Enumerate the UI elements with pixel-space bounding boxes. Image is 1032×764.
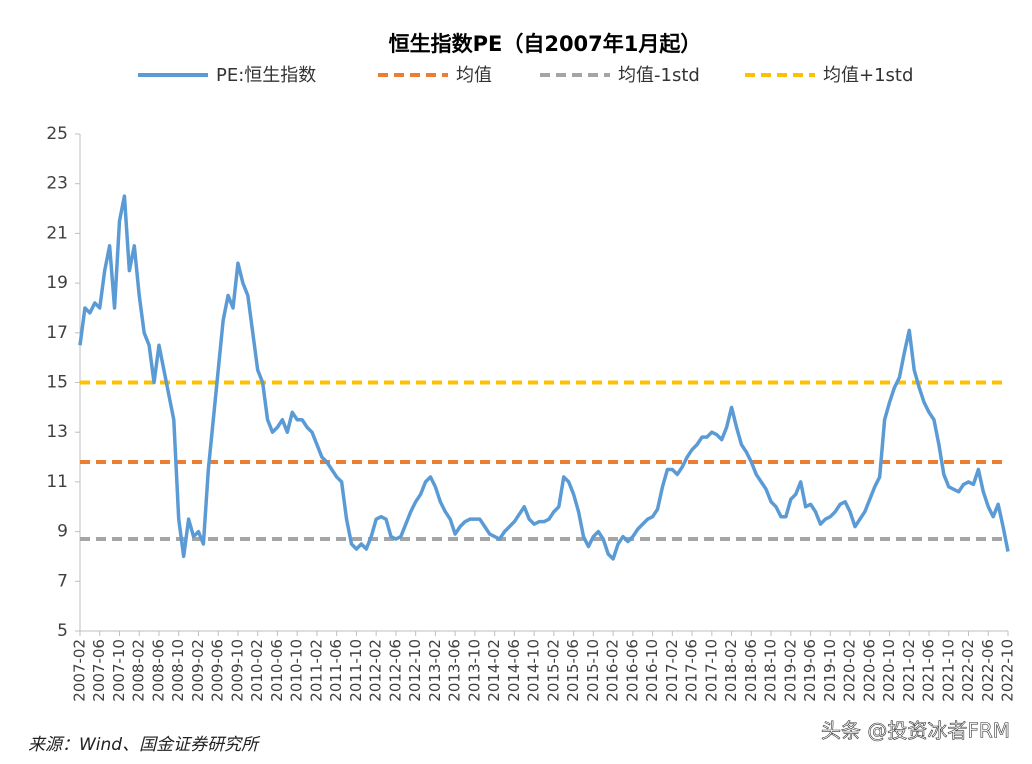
x-tick-label: 2015-10 <box>584 639 602 702</box>
x-tick-label: 2013-02 <box>426 639 444 702</box>
x-tick-label: 2021-02 <box>900 639 918 702</box>
x-tick-label: 2020-10 <box>880 639 898 702</box>
x-tick-label: 2010-06 <box>268 639 286 702</box>
source-note: 来源：Wind、国金证券研究所 <box>28 735 261 755</box>
x-tick-label: 2010-02 <box>248 639 266 702</box>
x-tick-label: 2019-10 <box>821 639 839 702</box>
x-tick-label: 2007-02 <box>71 639 89 702</box>
x-tick-label: 2011-02 <box>307 639 325 702</box>
x-tick-label: 2018-02 <box>722 639 740 702</box>
x-tick-label: 2009-10 <box>228 639 246 702</box>
x-tick-label: 2008-02 <box>130 639 148 702</box>
x-tick-label: 2021-10 <box>939 639 957 702</box>
x-tick-label: 2018-06 <box>742 639 760 702</box>
x-tick-label: 2014-10 <box>525 639 543 702</box>
x-tick-label: 2022-10 <box>999 639 1017 702</box>
x-tick-label: 2020-06 <box>860 639 878 702</box>
y-tick-label: 23 <box>46 174 68 194</box>
y-tick-label: 25 <box>46 124 68 144</box>
x-tick-label: 2015-06 <box>564 639 582 702</box>
x-tick-label: 2009-06 <box>209 639 227 702</box>
x-tick-label: 2008-06 <box>149 639 167 702</box>
x-tick-label: 2011-10 <box>347 639 365 702</box>
x-tick-label: 2014-06 <box>505 639 523 702</box>
x-tick-label: 2018-10 <box>762 639 780 702</box>
x-tick-label: 2022-02 <box>959 639 977 702</box>
data-line <box>78 194 1010 561</box>
y-tick-label: 7 <box>57 571 68 591</box>
x-tick-label: 2019-06 <box>801 639 819 702</box>
x-tick-label: 2019-02 <box>781 639 799 702</box>
x-tick-label: 2010-10 <box>288 639 306 702</box>
x-tick-label: 2016-06 <box>623 639 641 702</box>
x-tick-label: 2017-10 <box>702 639 720 702</box>
y-tick-label: 21 <box>46 223 68 243</box>
x-tick-label: 2013-06 <box>446 639 464 702</box>
y-tick-label: 19 <box>46 273 68 293</box>
watermark: 头条 @投资冰者FRM <box>821 719 1010 743</box>
x-tick-label: 2012-02 <box>367 639 385 702</box>
x-tick-label: 2017-02 <box>663 639 681 702</box>
y-tick-label: 15 <box>46 373 68 393</box>
x-tick-label: 2022-06 <box>979 639 997 702</box>
y-tick-label: 17 <box>46 323 68 343</box>
x-tick-label: 2007-06 <box>90 639 108 702</box>
x-tick-label: 2017-06 <box>683 639 701 702</box>
x-tick-label: 2016-02 <box>604 639 622 702</box>
x-tick-label: 2007-10 <box>110 639 128 702</box>
x-tick-label: 2009-02 <box>189 639 207 702</box>
x-tick-label: 2012-06 <box>386 639 404 702</box>
legend-label: 均值+1std <box>823 65 913 86</box>
x-tick-label: 2021-06 <box>920 639 938 702</box>
x-tick-label: 2016-10 <box>643 639 661 702</box>
y-tick-label: 5 <box>57 621 68 641</box>
x-tick-label: 2014-02 <box>485 639 503 702</box>
x-tick-label: 2012-10 <box>406 639 424 702</box>
x-tick-label: 2011-06 <box>327 639 345 702</box>
x-tick-label: 2008-10 <box>169 639 187 702</box>
x-tick-label: 2015-02 <box>544 639 562 702</box>
legend-label: PE:恒生指数 <box>216 65 316 86</box>
y-tick-label: 11 <box>46 472 68 492</box>
legend-label: 均值 <box>456 65 492 86</box>
y-tick-label: 9 <box>57 522 68 542</box>
legend-label: 均值-1std <box>618 65 700 86</box>
chart-title: 恒生指数PE（自2007年1月起） <box>389 32 702 56</box>
y-tick-label: 13 <box>46 422 68 442</box>
x-tick-label: 2013-10 <box>465 639 483 702</box>
x-tick-label: 2020-02 <box>841 639 859 702</box>
